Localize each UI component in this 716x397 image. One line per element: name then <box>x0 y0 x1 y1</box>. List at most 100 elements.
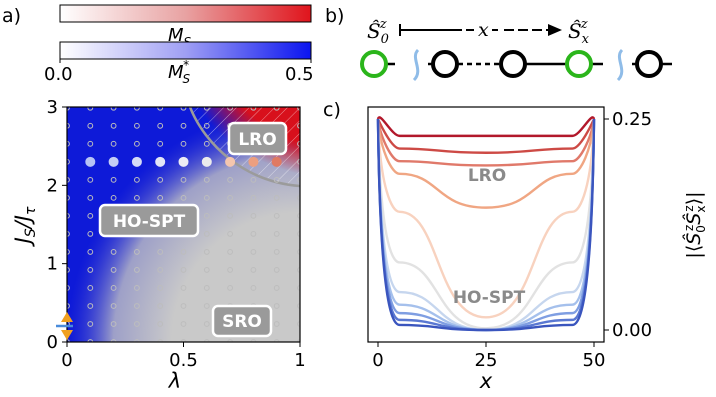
sample-point <box>250 176 257 183</box>
sample-point <box>297 176 300 183</box>
sample-point <box>134 285 140 291</box>
sample-point <box>134 267 140 273</box>
sample-point <box>273 107 280 111</box>
panel-c-ylabel: |⟨Ŝ0zŜxz⟩| <box>681 191 708 258</box>
sample-point <box>227 107 233 111</box>
sample-point <box>67 267 70 273</box>
sample-point <box>250 231 257 237</box>
sample-point <box>227 194 234 201</box>
sample-point <box>297 140 300 147</box>
site-1 <box>431 50 459 78</box>
sample-point <box>203 303 210 309</box>
sample-point <box>157 107 164 111</box>
correlation-series <box>376 118 596 154</box>
sample-point <box>180 194 187 201</box>
sample-point <box>297 249 300 255</box>
sample-point <box>110 176 117 183</box>
sample-point <box>67 140 70 147</box>
panel-b-tag: b) <box>325 5 344 27</box>
sample-point <box>250 194 257 201</box>
sro-label: SRO <box>222 312 262 332</box>
sample-point <box>227 339 233 342</box>
sample-point <box>250 249 257 255</box>
sample-point <box>67 303 70 309</box>
sample-point <box>110 122 117 129</box>
correlation-series <box>376 118 596 330</box>
sample-point <box>157 140 164 147</box>
sample-point <box>67 249 70 255</box>
sample-point <box>203 267 210 273</box>
sample-point <box>67 158 70 165</box>
sample-point <box>203 231 210 237</box>
sample-point <box>110 303 117 309</box>
sample-point <box>227 285 234 291</box>
distance-arrowhead <box>548 24 562 36</box>
panel-a-xlabel: λ <box>168 369 181 393</box>
correlation-plot: 0 25 50 0.00 0.25 LRO HO-SPT x |⟨Ŝ0zŜxz⟩| <box>367 106 708 393</box>
y-tick-label: 0 <box>47 332 58 353</box>
sample-point <box>110 267 117 273</box>
correlation-series <box>376 116 596 138</box>
sample-point <box>67 285 70 291</box>
panel-a-ticks: 0 0.5 1 0 1 2 3 <box>47 97 306 371</box>
highlight-point <box>201 156 212 167</box>
colorbar-tick-max: 0.5 <box>285 64 314 85</box>
correlation-series <box>376 118 596 209</box>
sample-point <box>180 122 187 129</box>
sample-point <box>134 249 140 255</box>
sample-point <box>134 321 140 327</box>
sample-point <box>297 321 300 327</box>
sro-badge <box>211 304 273 338</box>
sample-point <box>67 212 70 219</box>
sample-point <box>87 267 94 273</box>
highlight-point <box>248 156 259 167</box>
sample-point <box>250 212 257 219</box>
sample-point <box>180 303 187 309</box>
sample-point <box>273 267 280 273</box>
sample-point <box>273 231 280 237</box>
panel-c-tag: c) <box>323 99 341 121</box>
sample-point <box>110 339 117 342</box>
sample-point <box>157 267 164 273</box>
site-x <box>565 50 593 78</box>
sample-point <box>67 176 70 183</box>
sample-point <box>134 122 140 129</box>
sample-point <box>110 285 117 291</box>
sample-point <box>203 176 210 183</box>
highlight-point <box>271 156 282 167</box>
colorbar-bottom-label: MS* <box>168 58 191 86</box>
highlight-point <box>155 156 166 167</box>
sample-point <box>297 231 300 237</box>
highlight-point <box>225 156 236 167</box>
cut-mark-1 <box>412 48 420 82</box>
sample-point <box>67 321 70 327</box>
sample-point <box>180 249 187 255</box>
x-tick-label: 0 <box>61 350 72 371</box>
sample-point <box>180 339 187 342</box>
curve-label-hospt: HO-SPT <box>453 288 526 308</box>
sample-point <box>110 249 117 255</box>
sample-point <box>297 194 300 201</box>
sample-point <box>297 107 300 111</box>
sample-point <box>203 212 210 219</box>
y-tick-label: 3 <box>47 97 58 118</box>
sample-point <box>67 231 70 237</box>
sample-point <box>203 285 210 291</box>
correlation-curves <box>376 116 596 332</box>
sample-point <box>227 212 234 219</box>
highlight-row <box>85 156 282 167</box>
sample-point <box>157 176 164 183</box>
sample-point <box>273 249 280 255</box>
x-tick-label: 0.5 <box>169 350 198 371</box>
distance-label: x <box>478 19 489 41</box>
sample-point <box>180 140 187 147</box>
sample-point <box>180 267 187 273</box>
sample-point <box>157 285 164 291</box>
sample-point <box>250 285 257 291</box>
sample-point <box>110 321 117 327</box>
sample-point <box>203 140 210 147</box>
sample-point <box>110 107 117 111</box>
sample-point <box>297 267 300 273</box>
sample-point <box>180 285 187 291</box>
